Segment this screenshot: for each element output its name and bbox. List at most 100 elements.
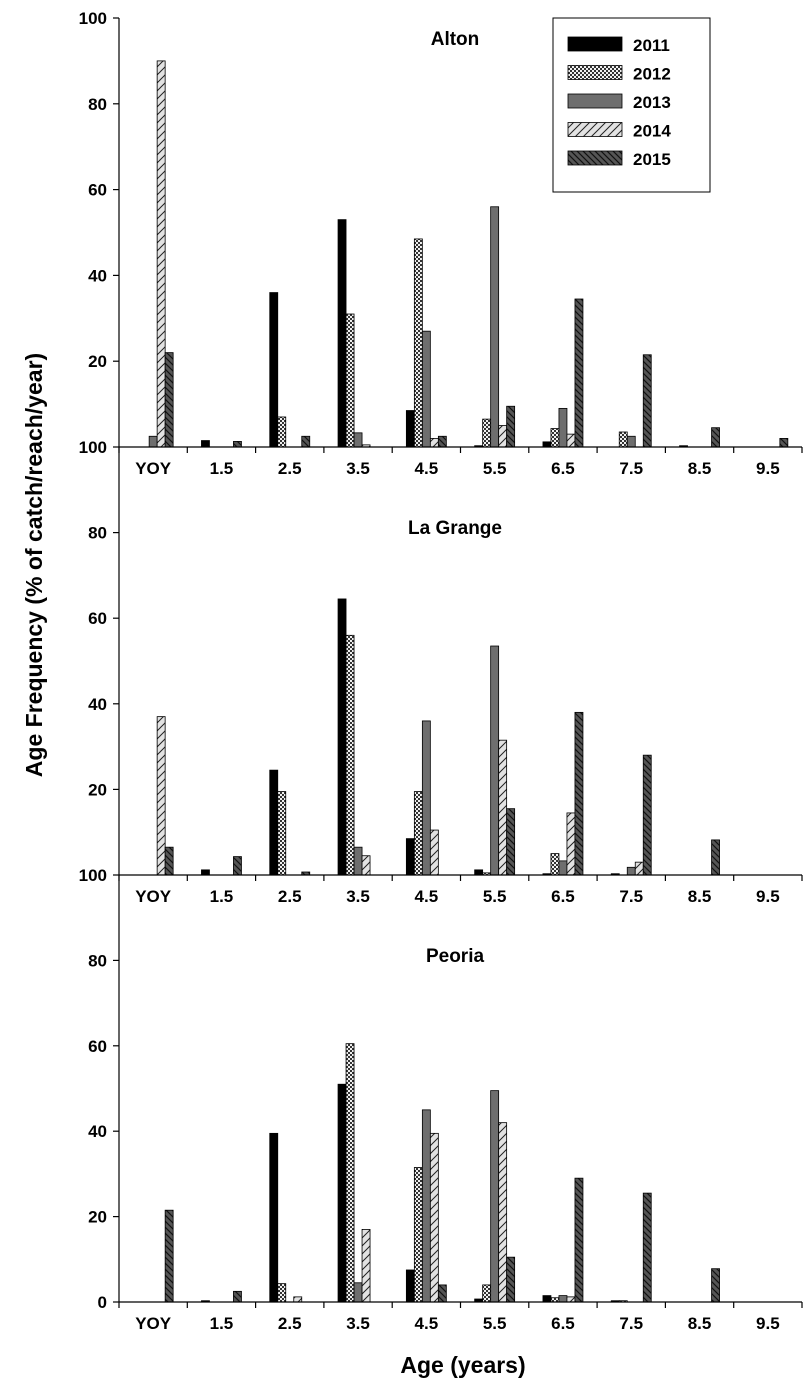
bar-alton-2012-2.5 [277,416,287,448]
y-tick-label: 80 [88,95,107,114]
bar-la-grange-2014-7.5 [634,861,644,876]
x-tick-label: 5.5 [483,887,507,906]
y-tick-label: 20 [88,1208,107,1227]
x-tick-label: 5.5 [483,459,507,478]
panel-title: Peoria [426,946,485,967]
legend-label-2014: 2014 [633,122,671,141]
bar-peoria-2012-3.5 [345,1043,355,1303]
y-tick-label: 100 [79,9,107,28]
x-tick-label: 1.5 [210,1314,234,1333]
x-tick-label: 6.5 [551,459,575,478]
bar-la-grange-2015-8.5 [711,839,720,876]
bar-alton-2015-2.5 [301,435,311,448]
bar-la-grange-2011-4.5 [405,838,415,876]
bar-la-grange-2015-1.5 [233,856,242,876]
bar-peoria-2015-5.5 [506,1256,516,1303]
x-tick-label: 3.5 [346,459,370,478]
bar-peoria-2011-4.5 [405,1269,415,1303]
bar-la-grange-2011-5.5 [474,869,484,876]
x-tick-label: 6.5 [551,887,575,906]
bar-la-grange-2012-2.5 [277,791,287,876]
bar-la-grange-2011-3.5 [337,598,347,876]
legend-label-2011: 2011 [633,36,670,55]
bar-alton-2013-5.5 [490,206,500,448]
bar-la-grange-2015-6.5 [574,711,584,876]
bar-peoria-2012-2.5 [277,1283,287,1303]
x-tick-label: 1.5 [210,459,234,478]
legend-label-2015: 2015 [633,150,671,169]
bar-peoria-2012-4.5 [413,1167,423,1303]
y-tick-label: 100 [79,438,107,457]
x-tick-label: 2.5 [278,1314,302,1333]
panel-peoria: 0 20 40 60 80 YOY 1.5 2.5 3.5 4.5 5.5 6.5 7.5 8.5 9.5 P… [88,875,803,1333]
y-tick-label: 20 [88,780,107,799]
x-tick-label: 9.5 [756,1314,780,1333]
bar-la-grange-2011-1.5 [201,869,210,876]
x-tick-label: 7.5 [619,887,643,906]
bar-peoria-2014-4.5 [429,1132,439,1303]
x-tick-label: 4.5 [415,887,439,906]
y-tick-label: 40 [88,266,107,285]
y-tick-label: 60 [88,609,107,628]
bar-alton-2011-6.5 [542,441,552,448]
panel-title: La Grange [408,518,502,539]
y-tick-label: 60 [88,1037,107,1056]
bar-alton-2012-6.5 [550,428,560,448]
bar-alton-2015-6.5 [574,298,584,448]
y-tick-label: 20 [88,352,107,371]
bar-alton-2014-5.5 [498,425,508,448]
bar-alton-2011-1.5 [201,440,210,448]
bar-la-grange-2015-7.5 [642,754,652,876]
bar-la-grange-2013-6.5 [558,860,568,876]
panel-la-grange: 100 20 40 60 80 YOY 1.5 2.5 3.5 4.5 5.5 6.5 7.5 8.5 9.… [79,447,803,906]
bar-alton-2013-YOY [148,435,158,448]
legend-label-2013: 2013 [633,93,671,112]
bar-alton-2014-YOY [156,60,166,448]
bar-peoria-2011-2.5 [269,1132,279,1303]
bar-peoria-2015-YOY [164,1209,174,1303]
x-tick-label: 9.5 [756,459,780,478]
bar-alton-2012-5.5 [482,418,492,448]
bar-peoria-2015-7.5 [642,1192,652,1303]
legend-label-2012: 2012 [633,65,671,84]
x-tick-label: 8.5 [688,1314,712,1333]
bar-alton-2015-4.5 [437,435,447,448]
y-tick-label: 0 [98,1293,107,1312]
x-tick-label: 4.5 [415,459,439,478]
y-tick-label: 40 [88,695,107,714]
bar-la-grange-2012-4.5 [413,791,423,876]
legend-swatch-2013 [567,93,623,109]
bar-alton-2013-6.5 [558,407,568,448]
bar-alton-2013-4.5 [421,330,431,448]
x-tick-label: 6.5 [551,1314,575,1333]
bar-alton-2014-6.5 [566,433,576,448]
legend-swatch-2012 [567,65,623,80]
x-tick-label: 8.5 [688,887,712,906]
bar-alton-2015-8.5 [711,427,720,448]
bar-alton-2015-YOY [164,352,174,448]
bar-alton-2015-5.5 [506,405,516,448]
y-tick-label: 40 [88,1122,107,1141]
bar-la-grange-2013-3.5 [353,846,363,876]
bar-peoria-2013-4.5 [421,1109,431,1303]
x-tick-label: 2.5 [278,887,302,906]
bar-alton-2013-3.5 [353,432,363,448]
y-tick-label: 80 [88,951,107,970]
x-tick-label: 2.5 [278,459,302,478]
y-axis-title: Age Frequency (% of catch/reach/year) [21,353,47,777]
bar-la-grange-2012-3.5 [345,634,355,876]
x-tick-label: YOY [135,1314,172,1333]
bar-la-grange-2014-YOY [156,716,166,876]
bar-la-grange-2013-5.5 [490,645,500,876]
bar-peoria-2014-6.5 [566,1296,576,1303]
x-tick-label: 5.5 [483,1314,507,1333]
bar-alton-2013-7.5 [626,435,636,448]
x-axis-title: Age (years) [400,1352,525,1378]
x-tick-label: 1.5 [210,887,234,906]
bar-peoria-2013-3.5 [353,1282,363,1303]
bar-la-grange-2013-4.5 [421,720,431,876]
bar-la-grange-2014-6.5 [566,812,576,876]
legend: 2011 2012 2013 2014 2015 [552,17,711,193]
x-tick-label: 7.5 [619,1314,643,1333]
bar-alton-2015-1.5 [233,441,242,448]
